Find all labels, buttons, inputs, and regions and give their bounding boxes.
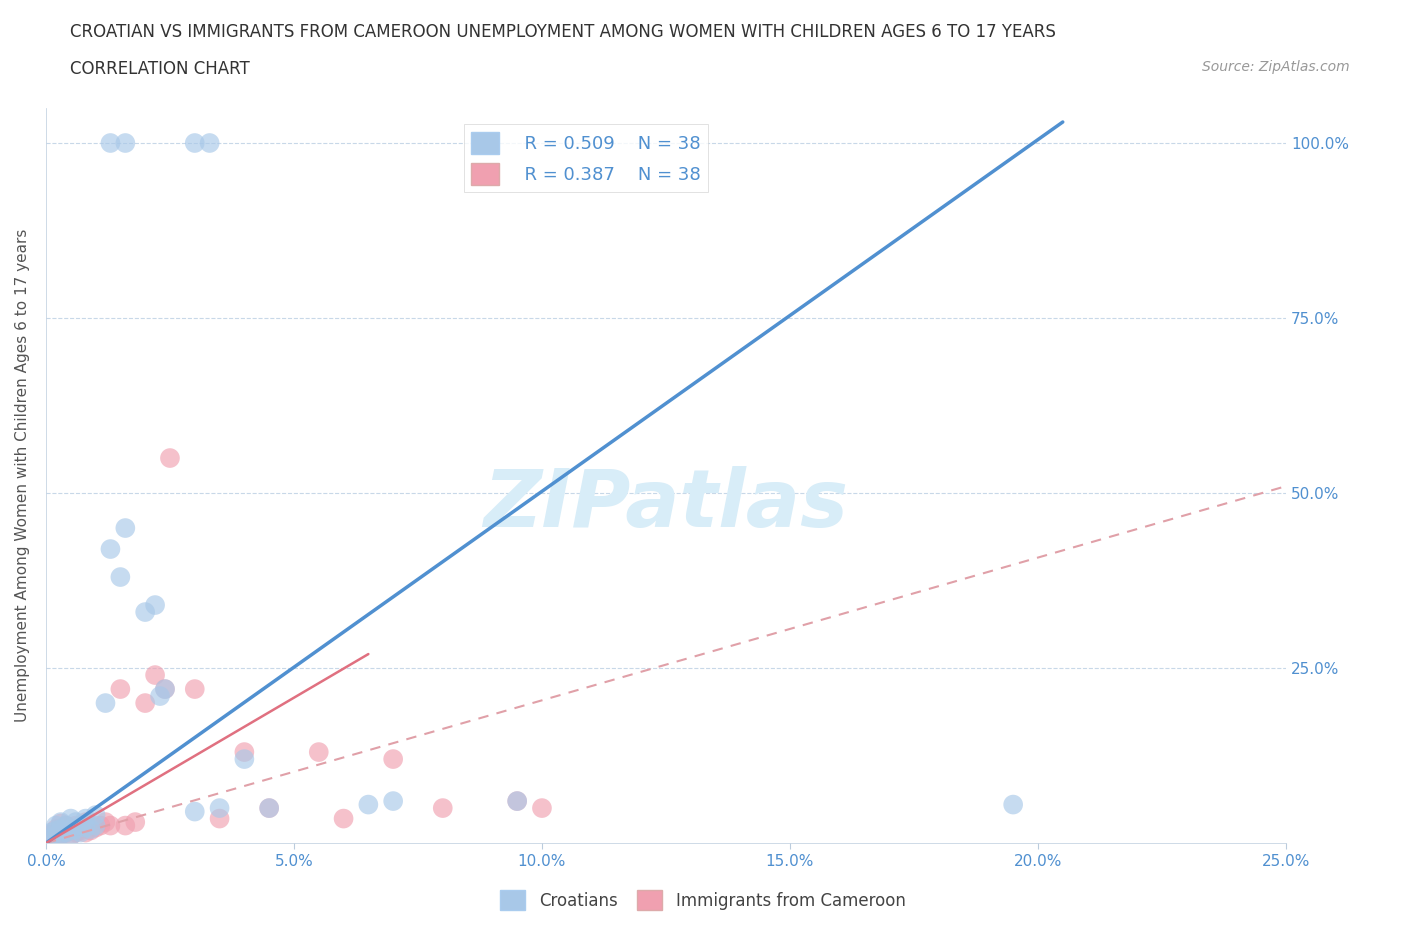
Point (506, 793, 529, 808)
Point (233, 751, 256, 766)
Point (69, 823, 91, 838)
Point (75, 811, 97, 826)
Point (114, 818, 136, 833)
Point (75, 815, 97, 830)
Point (143, 668, 166, 683)
Point (59, 829, 82, 844)
Point (134, 696, 156, 711)
Point (39, 828, 62, 843)
Point (65, 818, 87, 833)
Point (308, 745, 330, 760)
Text: CROATIAN VS IMMIGRANTS FROM CAMEROON UNEMPLOYMENT AMONG WOMEN WITH CHILDREN AGES: CROATIAN VS IMMIGRANTS FROM CAMEROON UNE… (70, 23, 1056, 41)
Point (55, 825, 77, 840)
Point (159, 451, 181, 466)
Point (233, 745, 256, 760)
Point (59, 811, 82, 826)
Point (45, 818, 67, 833)
Point (45, 823, 67, 838)
Point (100, 136, 122, 151)
Point (84, 807, 107, 822)
Point (257, 801, 280, 816)
Point (149, 688, 172, 703)
Point (184, 804, 207, 819)
Text: CORRELATION CHART: CORRELATION CHART (70, 60, 250, 78)
Point (100, 541, 122, 556)
Text: ZIPatlas: ZIPatlas (484, 466, 848, 544)
Point (110, 682, 132, 697)
Point (90, 818, 112, 833)
Point (100, 818, 122, 833)
Point (59, 829, 82, 844)
Point (114, 521, 136, 536)
Point (208, 801, 231, 816)
Point (134, 604, 156, 619)
Point (530, 801, 553, 816)
Point (49, 828, 72, 843)
Point (143, 598, 166, 613)
Point (45, 821, 67, 836)
Point (45, 829, 67, 844)
Point (124, 815, 146, 830)
Point (432, 801, 454, 816)
Point (39, 830, 62, 845)
Point (198, 136, 221, 151)
Point (55, 825, 77, 840)
Point (79, 821, 101, 836)
Point (39, 825, 62, 840)
Point (69, 818, 91, 833)
Point (65, 821, 87, 836)
Point (110, 569, 132, 584)
Point (357, 797, 380, 812)
Point (94, 696, 117, 711)
Point (65, 815, 87, 830)
Point (49, 828, 72, 843)
Point (45, 829, 67, 844)
Legend:   R = 0.509    N = 38,   R = 0.387    N = 38: R = 0.509 N = 38, R = 0.387 N = 38 (464, 125, 707, 192)
Point (49, 815, 72, 830)
Point (55, 818, 77, 833)
Point (69, 825, 91, 840)
Point (59, 823, 82, 838)
Point (55, 818, 77, 833)
Point (114, 136, 136, 151)
Text: Source: ZipAtlas.com: Source: ZipAtlas.com (1202, 60, 1350, 74)
Point (75, 825, 97, 840)
Point (75, 820, 97, 835)
Point (84, 818, 107, 833)
Point (153, 682, 176, 697)
Point (208, 811, 231, 826)
Point (84, 820, 107, 835)
Point (332, 811, 354, 826)
Point (49, 816, 72, 830)
Point (49, 821, 72, 836)
Point (382, 793, 405, 808)
Point (59, 821, 82, 836)
Point (257, 801, 280, 816)
Point (184, 136, 207, 151)
Point (382, 751, 405, 766)
Point (39, 830, 62, 845)
Y-axis label: Unemployment Among Women with Children Ages 6 to 17 years: Unemployment Among Women with Children A… (15, 229, 30, 723)
Legend: Croatians, Immigrants from Cameroon: Croatians, Immigrants from Cameroon (494, 884, 912, 917)
Point (506, 793, 529, 808)
Point (94, 815, 117, 830)
Point (153, 682, 176, 697)
Point (184, 682, 207, 697)
Point (65, 825, 87, 840)
Point (1002, 797, 1025, 812)
Point (79, 823, 101, 838)
Point (49, 823, 72, 838)
